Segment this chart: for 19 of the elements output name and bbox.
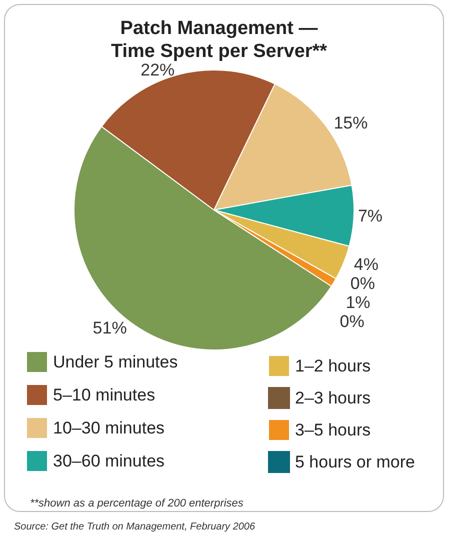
source-note: Source: Get the Truth on Management, February 2006 [14,522,256,532]
text: **shown as a percentage of 200 enterprises [30,498,244,510]
data-label: 15% [334,113,368,132]
legend-label: Under 5 minutes [53,352,178,372]
data-label: 22% [140,60,175,80]
text: 0% [340,312,364,331]
legend-label: 10–30 minutes [53,418,165,438]
data-label: 1% [346,292,370,312]
legend-label: 1–2 hours [295,356,371,376]
text: 0% [350,274,375,293]
legend-label: 30–60 minutes [53,452,165,470]
chart-title: Patch Management — Time Spent per Server** [110,18,328,62]
legend-label: 2–3 hours [295,388,371,408]
data-label: 4% [354,254,378,274]
legend-label: 5–10 minutes [53,386,156,404]
data-label: 51% [92,318,127,338]
legend-label: 3–5 hours [295,420,371,440]
legend-label: 5 hours or more [295,452,415,472]
data-label: 7% [358,206,383,226]
